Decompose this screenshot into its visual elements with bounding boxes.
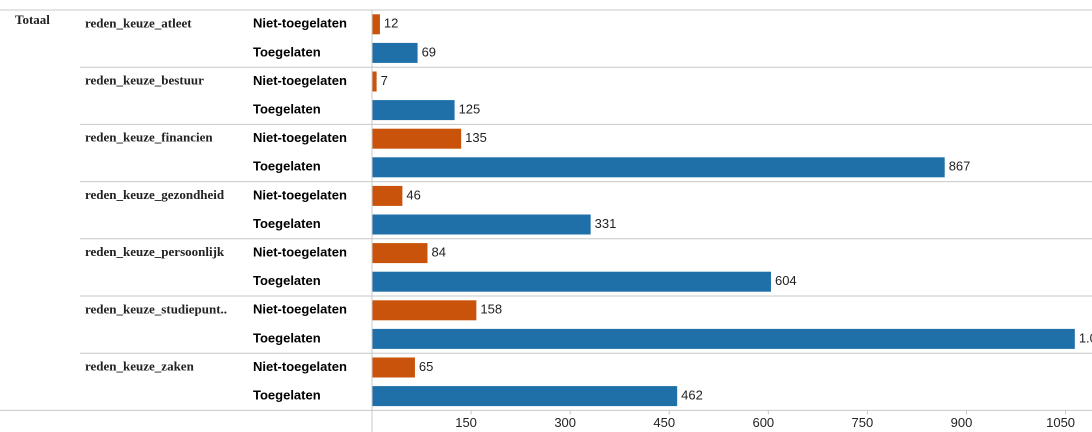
series-label: Niet-toegelaten [253,16,347,31]
series-label: Toegelaten [253,159,321,174]
category-label: reden_keuze_studiepunt.. [85,301,227,316]
value-label: 84 [431,245,445,260]
series-label: Niet-toegelaten [253,245,347,260]
value-label: 135 [465,130,487,145]
category-label: reden_keuze_gezondheid [85,187,225,202]
bar [372,271,771,292]
value-label: 65 [419,359,433,374]
value-label: 1.064 [1079,330,1092,345]
bar [372,328,1075,349]
value-label: 7 [381,73,388,88]
value-label: 158 [480,302,502,317]
value-label: 125 [459,102,481,117]
bar [372,357,415,378]
bar [372,128,462,149]
category-label: reden_keuze_zaken [85,358,195,373]
x-tick-label: 900 [951,415,973,430]
series-label: Toegelaten [253,216,321,231]
bar [372,71,377,92]
value-label: 331 [595,216,617,231]
bar [372,14,380,35]
x-tick-label: 1050 [1046,415,1075,430]
series-label: Toegelaten [253,388,321,403]
series-label: Toegelaten [253,44,321,59]
series-label: Toegelaten [253,102,321,117]
bar [372,386,678,407]
series-label: Niet-toegelaten [253,130,347,145]
series-label: Toegelaten [253,273,321,288]
x-tick-label: 450 [653,415,675,430]
series-label: Niet-toegelaten [253,302,347,317]
x-tick-label: 600 [752,415,774,430]
x-tick-label: 150 [455,415,477,430]
category-label: reden_keuze_financien [85,130,213,145]
x-tick-label: 750 [852,415,874,430]
series-label: Niet-toegelaten [253,187,347,202]
value-label: 604 [775,273,797,288]
value-label: 867 [949,159,971,174]
series-label: Toegelaten [253,330,321,345]
x-tick-label: 300 [554,415,576,430]
value-label: 12 [384,16,398,31]
series-label: Niet-toegelaten [253,359,347,374]
category-label: reden_keuze_atleet [85,15,192,30]
series-label: Niet-toegelaten [253,73,347,88]
value-label: 462 [681,388,703,403]
category-label: reden_keuze_bestuur [85,72,204,87]
bar [372,157,945,178]
bar [372,42,418,63]
bar [372,243,428,264]
value-label: 69 [422,44,436,59]
bar [372,185,403,206]
bar [372,214,591,235]
bar [372,300,477,321]
value-label: 46 [406,187,420,202]
category-label: reden_keuze_persoonlijk [85,244,225,259]
row-header: Totaal [15,12,50,27]
bar [372,100,455,121]
